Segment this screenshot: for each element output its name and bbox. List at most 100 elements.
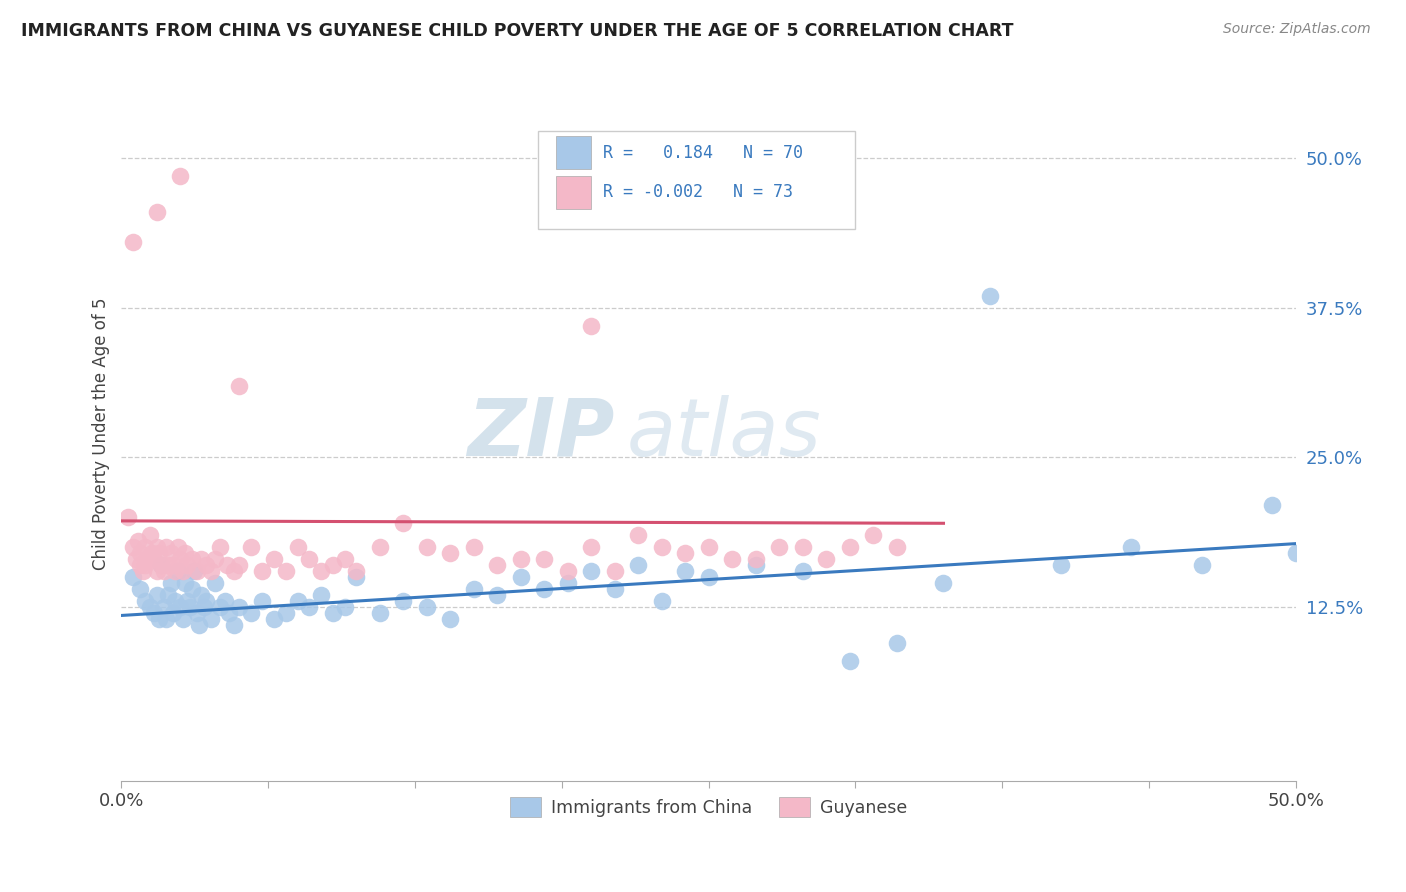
Point: [392, 516, 415, 531]
Point: [838, 654, 860, 668]
Point: [603, 564, 626, 578]
Point: [239, 606, 262, 620]
Point: [165, 564, 187, 578]
Point: [862, 528, 884, 542]
Point: [209, 540, 232, 554]
Point: [183, 564, 205, 578]
Point: [274, 564, 297, 578]
Point: [180, 582, 202, 596]
Point: [239, 540, 262, 554]
Point: [165, 594, 187, 608]
Point: [122, 235, 145, 249]
Text: Source: ZipAtlas.com: Source: ZipAtlas.com: [1223, 22, 1371, 37]
Point: [228, 378, 250, 392]
Point: [673, 546, 696, 560]
Point: [263, 612, 285, 626]
Point: [152, 600, 174, 615]
Point: [169, 600, 191, 615]
FancyBboxPatch shape: [555, 136, 591, 169]
Point: [150, 558, 173, 573]
Point: [204, 552, 226, 566]
Point: [603, 582, 626, 596]
Point: [138, 528, 160, 542]
Point: [886, 540, 908, 554]
Point: [127, 534, 149, 549]
Text: R = -0.002   N = 73: R = -0.002 N = 73: [603, 184, 793, 202]
FancyBboxPatch shape: [555, 176, 591, 209]
Point: [134, 540, 156, 554]
Point: [136, 552, 159, 566]
Point: [1285, 546, 1308, 560]
Legend: Immigrants from China, Guyanese: Immigrants from China, Guyanese: [503, 790, 914, 824]
Point: [209, 600, 232, 615]
Point: [322, 606, 344, 620]
Point: [134, 594, 156, 608]
Point: [148, 546, 170, 560]
Point: [162, 606, 184, 620]
Point: [159, 546, 181, 560]
Point: [186, 606, 208, 620]
Point: [309, 588, 332, 602]
Point: [141, 546, 163, 560]
Point: [838, 540, 860, 554]
Point: [224, 564, 246, 578]
Point: [463, 582, 485, 596]
Point: [124, 552, 146, 566]
Point: [439, 612, 461, 626]
Point: [1191, 558, 1213, 573]
Point: [162, 558, 184, 573]
Point: [187, 618, 209, 632]
Point: [200, 564, 222, 578]
Text: R =   0.184   N = 70: R = 0.184 N = 70: [603, 144, 803, 161]
Point: [172, 612, 194, 626]
Point: [486, 588, 509, 602]
Point: [169, 169, 191, 183]
Point: [173, 576, 195, 591]
Point: [416, 540, 439, 554]
Point: [134, 558, 156, 573]
Point: [697, 570, 720, 584]
Point: [309, 564, 332, 578]
Point: [195, 594, 218, 608]
Point: [557, 564, 579, 578]
Point: [333, 552, 356, 566]
Point: [344, 570, 367, 584]
Point: [252, 594, 274, 608]
Point: [166, 564, 188, 578]
Point: [287, 594, 309, 608]
Point: [673, 564, 696, 578]
Point: [155, 540, 177, 554]
Point: [157, 588, 180, 602]
Point: [792, 540, 814, 554]
Point: [129, 582, 152, 596]
Point: [218, 606, 240, 620]
Point: [392, 594, 415, 608]
Y-axis label: Child Poverty Under the Age of 5: Child Poverty Under the Age of 5: [93, 297, 110, 570]
Point: [138, 600, 160, 615]
Point: [143, 606, 166, 620]
Point: [217, 558, 239, 573]
Point: [173, 546, 195, 560]
Point: [815, 552, 838, 566]
Point: [533, 552, 555, 566]
Text: ZIP: ZIP: [467, 394, 614, 473]
Point: [228, 600, 250, 615]
Point: [176, 594, 198, 608]
Point: [627, 558, 650, 573]
Point: [721, 552, 744, 566]
Point: [150, 558, 173, 573]
Point: [145, 540, 167, 554]
Point: [932, 576, 955, 591]
Point: [190, 552, 212, 566]
Point: [579, 564, 602, 578]
Text: IMMIGRANTS FROM CHINA VS GUYANESE CHILD POVERTY UNDER THE AGE OF 5 CORRELATION C: IMMIGRANTS FROM CHINA VS GUYANESE CHILD …: [21, 22, 1014, 40]
Point: [143, 552, 166, 566]
Point: [651, 540, 673, 554]
Point: [1050, 558, 1073, 573]
Point: [486, 558, 509, 573]
Point: [129, 546, 152, 560]
Point: [274, 606, 297, 620]
Point: [166, 540, 188, 554]
Point: [298, 600, 321, 615]
Point: [368, 606, 391, 620]
